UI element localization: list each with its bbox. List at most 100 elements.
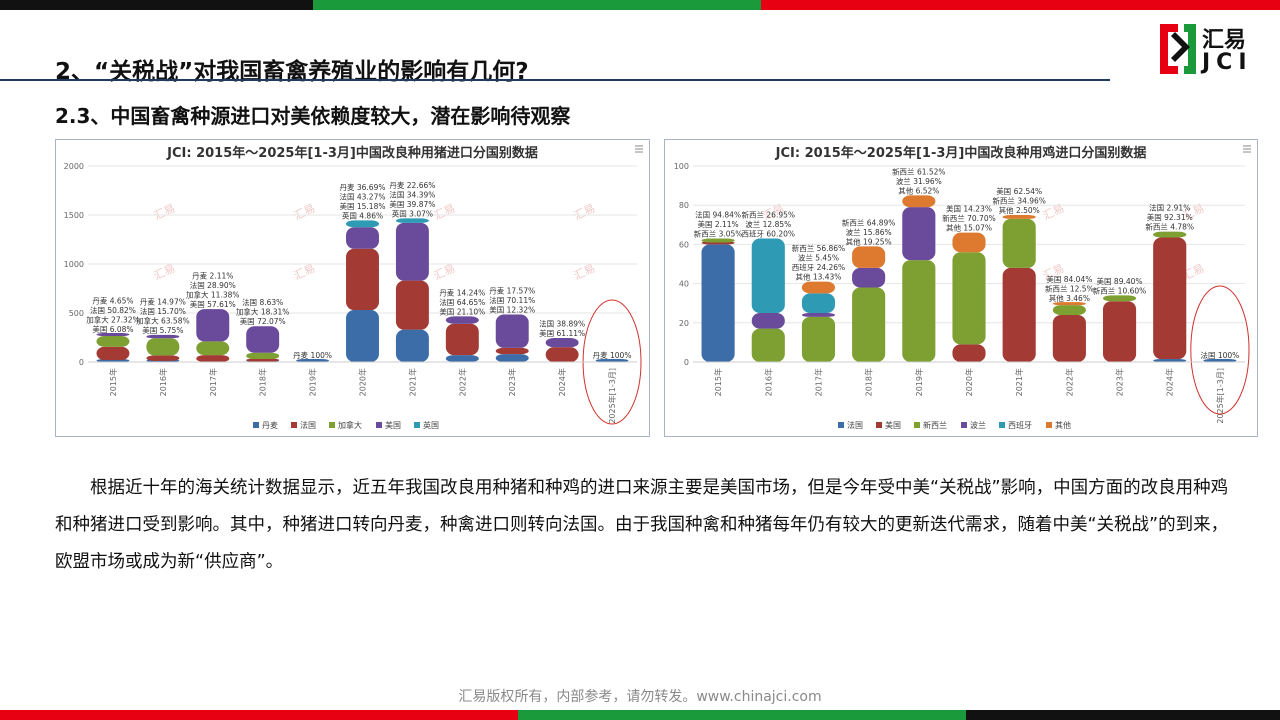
data-label: 其他 6.52% — [898, 185, 939, 195]
legend-item[interactable]: 美国 — [376, 420, 401, 430]
copyright-footer: 汇易版权所有，内部参考，请勿转发。www.chinajci.com — [458, 689, 822, 705]
x-tick-label: 2021年 — [407, 368, 417, 396]
legend-label: 法国 — [847, 420, 863, 430]
legend-item[interactable]: 法国 — [838, 420, 863, 430]
bar-segment — [701, 238, 735, 243]
logo-text-en: JCI — [1202, 50, 1253, 75]
bar-segment — [445, 355, 479, 362]
legend-swatch — [329, 422, 335, 428]
jci-logo: 汇易 JCI — [1158, 22, 1268, 78]
legend-item[interactable]: 加拿大 — [329, 420, 362, 430]
data-label: 法国 43.27% — [340, 191, 386, 201]
bottom-bar-red — [0, 710, 518, 720]
data-label: 美国 72.07% — [240, 316, 286, 326]
y-tick-label: 0 — [684, 358, 689, 367]
watermark-text: 汇易 — [152, 262, 177, 283]
bar-segment — [395, 222, 429, 281]
data-label: 美国 21.10% — [439, 306, 485, 316]
data-label: 波兰 31.96% — [896, 176, 942, 186]
legend-label: 波兰 — [970, 420, 986, 430]
bar-segment — [346, 220, 379, 228]
bar-segment — [196, 355, 230, 362]
legend-item[interactable]: 新西兰 — [914, 420, 947, 430]
legend-swatch — [1046, 422, 1052, 428]
data-label: 法国 64.65% — [439, 297, 485, 307]
bar-segment — [1002, 267, 1036, 362]
bar-segment — [495, 347, 529, 355]
x-tick-label: 2023年 — [1115, 368, 1125, 396]
bar-segment — [952, 232, 986, 253]
legend-label: 加拿大 — [338, 420, 362, 430]
legend-item[interactable]: 其他 — [1046, 420, 1071, 430]
watermark-text: 汇易 — [432, 262, 457, 283]
data-label: 波兰 5.45% — [798, 253, 839, 263]
data-label: 美国 6.08% — [92, 324, 133, 334]
section-subtitle: 2.3、中国畜禽种源进口对美依赖度较大，潜在影响待观察 — [55, 104, 571, 128]
bar-segment — [146, 355, 180, 361]
x-tick-label: 2020年 — [964, 368, 974, 396]
legend-item[interactable]: 西班牙 — [999, 420, 1032, 430]
data-label: 美国 12.32% — [489, 304, 535, 314]
data-label: 美国 39.87% — [389, 199, 435, 209]
bar-segment — [495, 354, 529, 362]
x-tick-label: 2024年 — [1165, 368, 1175, 396]
data-label: 美国 57.61% — [190, 299, 236, 309]
data-label: 加拿大 18.31% — [236, 307, 289, 317]
chart-menu-icon[interactable] — [635, 145, 643, 153]
bar-segment — [395, 280, 429, 330]
y-tick-label: 60 — [679, 240, 689, 249]
bar-segment — [146, 334, 180, 339]
x-tick-label: 2020年 — [358, 368, 368, 396]
legend-label: 丹麦 — [262, 420, 278, 430]
x-tick-label: 2022年 — [457, 368, 467, 396]
legend-item[interactable]: 美国 — [876, 420, 901, 430]
legend-label: 美国 — [385, 420, 401, 430]
data-label: 丹麦 14.97% — [140, 296, 186, 306]
bar-segment — [545, 337, 579, 348]
chart-menu-icon[interactable] — [1243, 145, 1251, 153]
x-tick-label: 2015年 — [713, 368, 723, 396]
x-tick-label: 2023年 — [507, 368, 517, 396]
y-tick-label: 100 — [674, 162, 689, 171]
y-tick-label: 500 — [69, 309, 84, 318]
bar-segment — [1102, 295, 1137, 302]
data-label: 波兰 15.86% — [846, 227, 892, 237]
data-label: 其他 19.25% — [846, 236, 892, 246]
data-label: 新西兰 4.78% — [1145, 222, 1194, 232]
data-label: 法国 34.39% — [389, 189, 435, 199]
legend-item[interactable]: 波兰 — [961, 420, 986, 430]
data-label: 加拿大 63.58% — [136, 315, 189, 325]
bar-segment — [801, 313, 836, 317]
data-label: 美国 5.75% — [142, 325, 183, 335]
bar-segment — [751, 328, 785, 362]
pig-import-chart: JCI: 2015年～2025年[1-3月]中国改良种用猪进口分国别数据 汇易 汇易… — [55, 139, 650, 437]
logo-text-cn: 汇易 — [1202, 28, 1247, 53]
legend-item[interactable]: 丹麦 — [253, 420, 278, 430]
data-label: 美国 15.18% — [340, 201, 386, 211]
legend-item[interactable]: 英国 — [414, 420, 439, 430]
y-tick-label: 20 — [679, 319, 689, 328]
top-bar-red — [761, 0, 1280, 10]
bar-segment — [246, 358, 280, 362]
legend-item[interactable]: 法国 — [291, 420, 316, 430]
bar-segment — [146, 338, 180, 356]
data-label: 丹麦 100% — [293, 350, 332, 360]
x-tick-label: 2024年 — [557, 368, 567, 396]
legend-swatch — [876, 422, 882, 428]
legend-label: 美国 — [885, 420, 901, 430]
data-label: 丹麦 36.69% — [340, 182, 386, 192]
data-label: 新西兰 56.86% — [792, 243, 845, 253]
bar-segment — [96, 336, 130, 347]
data-label: 新西兰 34.96% — [992, 196, 1045, 206]
jci-logo-mark-icon — [1160, 24, 1196, 74]
data-label: 美国 89.40% — [1097, 276, 1143, 286]
y-tick-label: 40 — [679, 280, 689, 289]
x-tick-label: 2019年 — [914, 368, 924, 396]
y-tick-label: 1500 — [64, 211, 84, 220]
data-label: 法国 15.70% — [140, 306, 186, 316]
watermark-text: 汇易 — [572, 202, 597, 223]
data-label: 丹麦 2.11% — [192, 271, 233, 281]
data-label: 美国 61.11% — [539, 328, 585, 338]
data-label: 波兰 12.85% — [745, 219, 791, 229]
data-label: 丹麦 4.65% — [92, 296, 133, 306]
